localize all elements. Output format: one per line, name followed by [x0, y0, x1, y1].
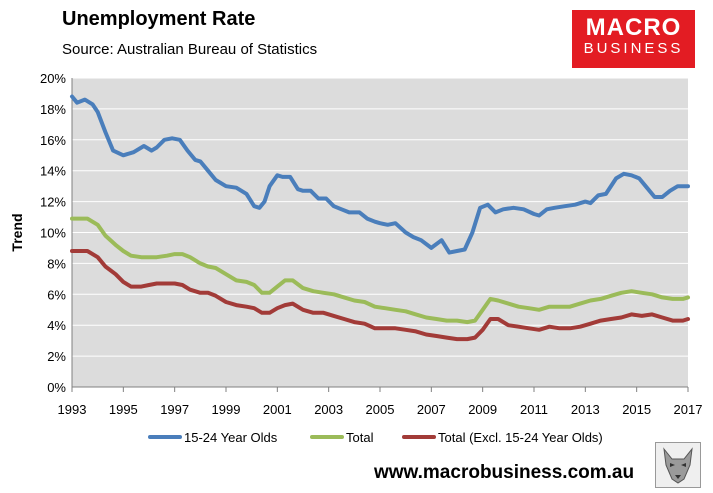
- y-tick-label: 2%: [47, 349, 66, 364]
- x-tick-label: 1997: [160, 402, 189, 417]
- footer-url[interactable]: www.macrobusiness.com.au: [374, 462, 635, 483]
- legend: 15-24 Year Olds Total Total (Excl. 15-24 Y…: [148, 430, 603, 445]
- x-tick-label: 1995: [109, 402, 138, 417]
- x-tick-label: 2009: [468, 402, 497, 417]
- y-tick-label: 20%: [40, 71, 66, 86]
- legend-label: 15-24 Year Olds: [184, 430, 278, 445]
- y-tick-label: 14%: [40, 164, 66, 179]
- y-tick-label: 6%: [47, 287, 66, 302]
- x-tick-label: 2005: [366, 402, 395, 417]
- y-tick-label: 12%: [40, 195, 66, 210]
- x-tick-label: 2007: [417, 402, 446, 417]
- series-line: [70, 216, 690, 325]
- legend-label: Total: [346, 430, 374, 445]
- series-lines: [70, 94, 690, 342]
- y-tick-label: 0%: [47, 380, 66, 395]
- logo-line-1: MACRO: [585, 14, 682, 41]
- x-tick-label: 1993: [58, 402, 87, 417]
- logo-line-2: BUSINESS: [583, 40, 684, 57]
- x-tick-label: 2011: [520, 402, 548, 417]
- macrobusiness-logo[interactable]: MACRO BUSINESS: [572, 10, 695, 68]
- wolf-icon: [655, 442, 701, 488]
- y-tick-label: 4%: [47, 318, 66, 333]
- y-tick-label: 8%: [47, 256, 66, 271]
- x-axis: 1993 1995 1997 1999 2001 2003 2005 2007 2009 2011…: [58, 387, 703, 417]
- y-axis-label: Trend: [9, 213, 25, 251]
- x-tick-label: 1999: [212, 402, 241, 417]
- y-tick-label: 18%: [40, 102, 66, 117]
- x-tick-label: 2013: [571, 402, 600, 417]
- legend-label: Total (Excl. 15-24 Year Olds): [438, 430, 603, 445]
- chart-source: Source: Australian Bureau of Statistics: [62, 41, 318, 58]
- chart-title: Unemployment Rate: [62, 8, 256, 30]
- y-tick-label: 16%: [40, 133, 66, 148]
- y-axis: 0% 2% 4% 6% 8% 10% 12% 14% 16% 18% 20%: [40, 71, 66, 395]
- series-line: [70, 249, 690, 342]
- y-tick-label: 10%: [40, 226, 66, 241]
- x-tick-label: 2001: [263, 402, 292, 417]
- series-line: [70, 94, 690, 255]
- x-tick-label: 2003: [314, 402, 343, 417]
- x-tick-label: 2017: [674, 402, 703, 417]
- x-tick-label: 2015: [622, 402, 651, 417]
